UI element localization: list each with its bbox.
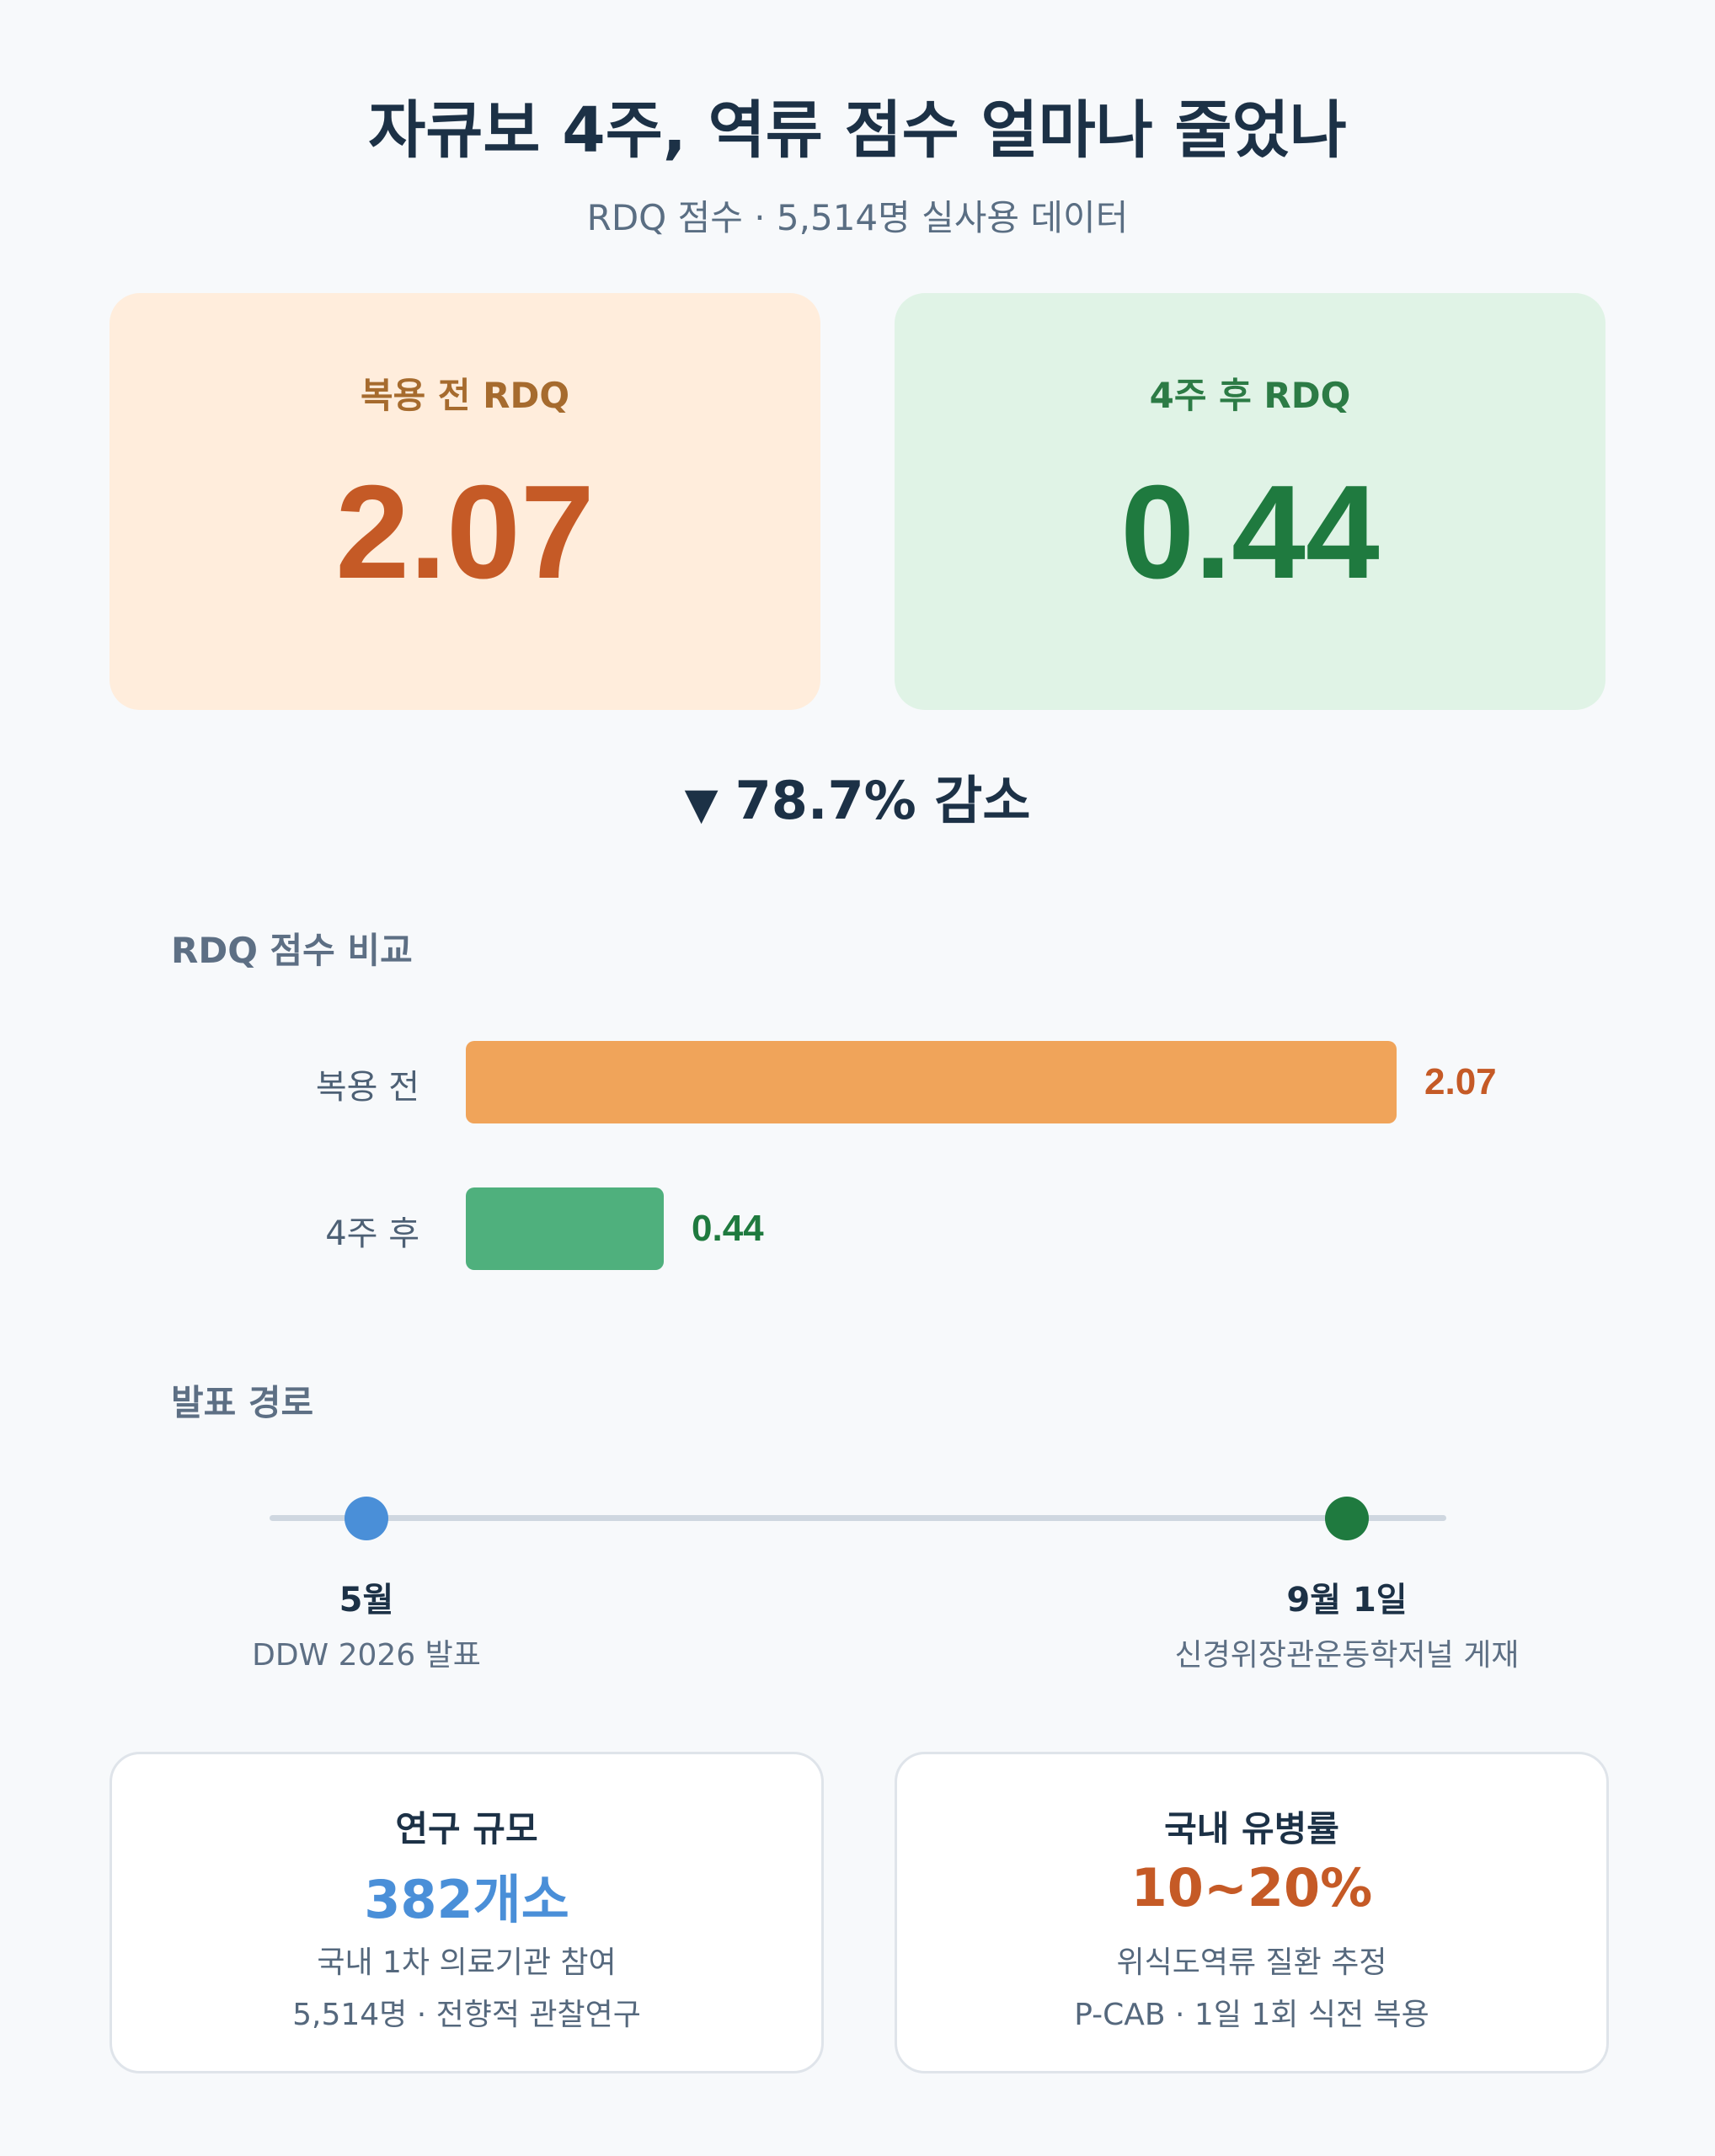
timeline-section-title: 발표 경로: [171, 1382, 314, 1423]
comparison-section-title: RDQ 점수 비교: [171, 930, 413, 971]
timeline-line: [270, 1515, 1446, 1521]
bar-value-label: 0.44: [692, 1208, 764, 1249]
page-title: 자큐보 4주, 역류 점수 얼마나 줄었나: [368, 94, 1347, 167]
prevalence-card: 국내 유병률 10~20% 위식도역류 질환 추정 P-CAB · 1일 1회 …: [895, 1752, 1609, 2073]
timeline-dot-september: [1325, 1497, 1369, 1540]
after-rdq-card: 4주 후 RDQ 0.44: [895, 293, 1605, 710]
after-rdq-label: 4주 후 RDQ: [1149, 375, 1351, 416]
reduction-summary: ▼ 78.7% 감소: [0, 758, 1715, 834]
study-scale-line1: 국내 1차 의료기관 참여: [317, 1945, 617, 1980]
down-arrow-icon: ▼: [684, 779, 719, 830]
prevalence-line1: 위식도역류 질환 추정: [1116, 1945, 1387, 1980]
bar-category-label: 4주 후: [325, 1214, 419, 1253]
before-rdq-value: 2.07: [335, 458, 595, 606]
before-rdq-label: 복용 전 RDQ: [360, 375, 570, 416]
timeline-desc-may: DDW 2026 발표: [252, 1638, 481, 1673]
timeline-desc-september: 신경위장관운동학저널 게재: [1174, 1638, 1520, 1673]
before-rdq-card: 복용 전 RDQ 2.07: [110, 293, 820, 710]
study-scale-card: 연구 규모 382개소 국내 1차 의료기관 참여 5,514명 · 전향적 관…: [110, 1752, 824, 2073]
timeline-date-may: 5월: [339, 1581, 394, 1620]
study-scale-title: 연구 규모: [395, 1808, 538, 1849]
timeline-dot-may: [345, 1497, 388, 1540]
timeline-date-september: 9월 1일: [1286, 1581, 1408, 1620]
bar: [466, 1187, 664, 1270]
bar-category-label: 복용 전: [315, 1068, 419, 1107]
study-scale-line2: 5,514명 · 전향적 관찰연구: [292, 1998, 641, 2032]
bar: [466, 1041, 1397, 1123]
prevalence-title: 국내 유병률: [1164, 1808, 1339, 1849]
after-rdq-value: 0.44: [1120, 458, 1380, 606]
reduction-text: 78.7% 감소: [735, 770, 1031, 831]
prevalence-line2: P-CAB · 1일 1회 식전 복용: [1074, 1998, 1429, 2032]
page-subtitle: RDQ 점수 · 5,514명 실사용 데이터: [586, 197, 1129, 238]
prevalence-value: 10~20%: [1130, 1857, 1373, 1919]
bar-value-label: 2.07: [1424, 1061, 1497, 1102]
study-scale-value: 382개소: [364, 1869, 569, 1930]
